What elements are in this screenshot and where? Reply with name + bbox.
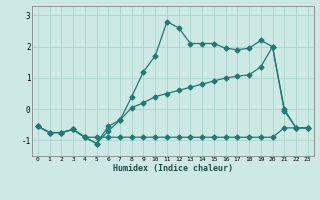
- X-axis label: Humidex (Indice chaleur): Humidex (Indice chaleur): [113, 164, 233, 173]
